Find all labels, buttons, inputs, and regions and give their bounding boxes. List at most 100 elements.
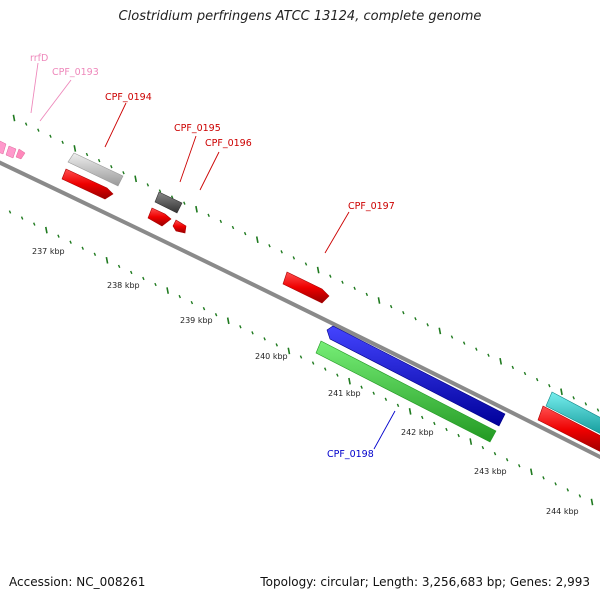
minor-tick — [299, 355, 303, 359]
minor-tick — [33, 222, 36, 226]
minor-tick — [523, 371, 527, 376]
minor-tick — [154, 282, 157, 287]
minor-tick — [396, 403, 400, 408]
minor-tick — [578, 494, 582, 498]
minor-tick — [8, 210, 12, 214]
label-cpf0195[interactable]: CPF_0195 — [174, 123, 221, 134]
label-leaders — [30, 62, 396, 450]
minor-tick — [535, 377, 539, 382]
minor-tick — [49, 134, 52, 138]
minor-tick — [231, 225, 235, 230]
major-tick — [287, 347, 291, 355]
minor-tick — [146, 183, 150, 187]
pink-genes[interactable] — [0, 140, 26, 160]
major-tick — [469, 438, 473, 445]
gene-red-3[interactable] — [172, 219, 187, 234]
major-tick — [12, 114, 16, 122]
scale-label-241: 241 kbp — [328, 389, 361, 398]
minor-tick — [239, 325, 242, 329]
major-tick — [438, 327, 442, 335]
minor-tick — [24, 122, 28, 126]
major-tick — [408, 408, 412, 415]
gene-green[interactable] — [315, 340, 497, 443]
scale-label-242: 242 kbp — [401, 428, 434, 437]
minor-tick — [329, 274, 332, 278]
label-rrfD[interactable]: rrfD — [30, 53, 48, 64]
minor-tick — [596, 408, 600, 412]
major-tick — [44, 226, 48, 234]
minor-tick — [360, 385, 363, 389]
minor-tick — [158, 189, 162, 193]
minor-tick — [433, 421, 436, 426]
minor-tick — [493, 451, 497, 456]
map-title: Clostridium perfringens ATCC 13124, comp… — [118, 9, 482, 24]
minor-tick — [548, 383, 551, 388]
minor-tick — [341, 280, 344, 284]
scale-labels: 237 kbp 238 kbp 239 kbp 240 kbp 241 kbp … — [32, 247, 579, 516]
major-tick — [255, 236, 259, 244]
minor-tick — [450, 335, 454, 339]
label-cpf0194[interactable]: CPF_0194 — [105, 92, 152, 103]
minor-tick — [353, 286, 356, 291]
minor-tick — [336, 373, 339, 377]
minor-tick — [275, 343, 278, 347]
minor-tick — [475, 347, 478, 351]
minor-tick — [214, 313, 218, 317]
accession-text: Accession: NC_008261 — [9, 575, 146, 589]
genome-summary-text: Topology: circular; Length: 3,256,683 bp… — [260, 575, 590, 589]
minor-tick — [304, 262, 308, 266]
minor-tick — [505, 458, 509, 462]
minor-tick — [37, 128, 40, 132]
minor-tick — [142, 276, 145, 281]
minor-tick — [518, 464, 521, 468]
minor-tick — [365, 292, 369, 297]
gene-dark-grey[interactable] — [154, 191, 183, 214]
minor-tick — [207, 213, 210, 218]
gene-grey-upper[interactable] — [67, 152, 124, 187]
minor-tick — [481, 445, 485, 450]
minor-tick — [324, 367, 327, 371]
tick-marks — [8, 114, 600, 506]
minor-tick — [372, 391, 375, 395]
minor-tick — [97, 158, 101, 163]
minor-tick — [85, 152, 89, 157]
minor-tick — [170, 195, 174, 199]
minor-tick — [268, 244, 271, 248]
major-tick — [166, 287, 170, 294]
gene-blue-cpf0198[interactable] — [326, 325, 506, 427]
major-tick — [529, 468, 533, 476]
scale-label-243: 243 kbp — [474, 467, 507, 476]
minor-tick — [183, 201, 186, 205]
label-cpf0196[interactable]: CPF_0196 — [205, 138, 252, 149]
gene-labels: rrfD CPF_0193 CPF_0194 CPF_0195 CPF_0196… — [30, 53, 395, 460]
gene-red-2[interactable] — [147, 207, 172, 227]
minor-tick — [251, 331, 254, 335]
genome-backbone — [0, 160, 600, 460]
minor-tick — [263, 337, 266, 341]
minor-tick — [93, 252, 97, 256]
minor-tick — [117, 264, 121, 269]
major-tick — [226, 317, 230, 325]
label-cpf0193[interactable]: CPF_0193 — [52, 67, 99, 78]
major-tick — [195, 205, 198, 213]
minor-tick — [61, 140, 64, 145]
minor-tick — [462, 341, 466, 345]
major-tick — [560, 388, 563, 396]
minor-tick — [280, 250, 283, 254]
minor-tick — [178, 294, 181, 299]
minor-tick — [311, 361, 315, 365]
gene-red-1[interactable] — [61, 168, 114, 200]
major-tick — [590, 498, 594, 506]
minor-tick — [511, 365, 515, 370]
gene-red-right[interactable] — [537, 405, 600, 454]
minor-tick — [542, 476, 545, 480]
minor-tick — [402, 310, 405, 315]
minor-tick — [110, 164, 113, 169]
minor-tick — [130, 270, 133, 275]
gene-cyan[interactable] — [545, 391, 600, 436]
label-cpf0198[interactable]: CPF_0198 — [327, 449, 374, 460]
label-cpf0197[interactable]: CPF_0197 — [348, 201, 395, 212]
scale-label-244: 244 kbp — [546, 507, 579, 516]
gene-red-cpf0197[interactable] — [282, 271, 330, 304]
